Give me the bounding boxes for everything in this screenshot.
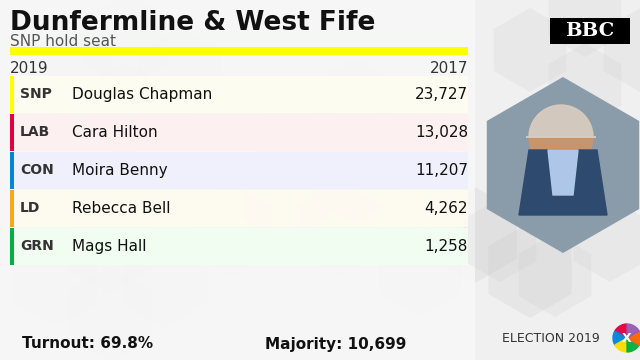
Polygon shape [627, 331, 640, 345]
Polygon shape [487, 77, 639, 253]
Text: Mags Hall: Mags Hall [72, 239, 147, 254]
Polygon shape [68, 197, 152, 293]
Bar [10, 190, 14, 227]
Polygon shape [627, 338, 639, 352]
Bar [550, 18, 630, 44]
Text: 23,727: 23,727 [415, 87, 468, 102]
Polygon shape [615, 324, 639, 352]
Text: Rebecca Bell: Rebecca Bell [72, 201, 170, 216]
Polygon shape [298, 182, 381, 278]
Circle shape [529, 105, 593, 169]
Polygon shape [518, 233, 591, 317]
Text: 2017: 2017 [429, 61, 468, 76]
Polygon shape [314, 57, 397, 153]
Text: Cara Hilton: Cara Hilton [72, 125, 157, 140]
Polygon shape [83, 62, 166, 158]
Bar [10, 190, 468, 227]
Polygon shape [548, 0, 621, 57]
Text: ELECTION 2019: ELECTION 2019 [502, 332, 600, 345]
Text: Moira Benny: Moira Benny [72, 163, 168, 178]
Polygon shape [493, 8, 566, 92]
Text: LAB: LAB [20, 126, 51, 139]
Polygon shape [615, 338, 627, 352]
Polygon shape [548, 43, 621, 127]
Bar [10, 47, 468, 55]
Polygon shape [259, 92, 342, 188]
Text: 11,207: 11,207 [415, 163, 468, 178]
Bar [10, 76, 14, 113]
Text: SNP hold seat: SNP hold seat [10, 34, 116, 49]
Bar [10, 114, 14, 151]
Polygon shape [526, 105, 596, 137]
Text: GRN: GRN [20, 239, 54, 253]
Text: Majority: 10,699: Majority: 10,699 [265, 337, 406, 351]
Bar [10, 228, 14, 265]
Polygon shape [83, 0, 166, 88]
Polygon shape [188, 182, 271, 278]
Text: Dunfermline & West Fife: Dunfermline & West Fife [10, 10, 376, 36]
Bar [10, 76, 468, 113]
Polygon shape [124, 232, 207, 328]
Text: LD: LD [20, 202, 40, 216]
Text: BBC: BBC [565, 22, 614, 40]
Text: 13,028: 13,028 [415, 125, 468, 140]
Bar [10, 152, 14, 189]
Text: X: X [622, 332, 632, 345]
Polygon shape [378, 222, 461, 318]
Polygon shape [463, 198, 536, 282]
Polygon shape [138, 27, 221, 123]
Polygon shape [548, 150, 578, 195]
Polygon shape [28, 27, 111, 123]
Bar [10, 228, 468, 265]
Text: 1,258: 1,258 [424, 239, 468, 254]
Text: Turnout: 69.8%: Turnout: 69.8% [22, 337, 153, 351]
Polygon shape [369, 92, 452, 188]
Bar [0, 0, 475, 360]
Polygon shape [13, 232, 97, 328]
Polygon shape [627, 324, 639, 338]
Text: 4,262: 4,262 [424, 201, 468, 216]
Polygon shape [488, 222, 572, 318]
Polygon shape [573, 198, 640, 282]
Polygon shape [615, 324, 627, 338]
Text: SNP: SNP [20, 87, 52, 102]
Polygon shape [243, 147, 326, 243]
Polygon shape [519, 150, 607, 215]
Text: CON: CON [20, 163, 54, 177]
Polygon shape [604, 8, 640, 92]
Bar [10, 152, 468, 189]
Text: Douglas Chapman: Douglas Chapman [72, 87, 212, 102]
Text: 2019: 2019 [10, 61, 49, 76]
Polygon shape [68, 267, 152, 360]
Polygon shape [314, 127, 397, 223]
Polygon shape [613, 331, 627, 345]
Polygon shape [433, 187, 516, 283]
Bar [10, 114, 468, 151]
